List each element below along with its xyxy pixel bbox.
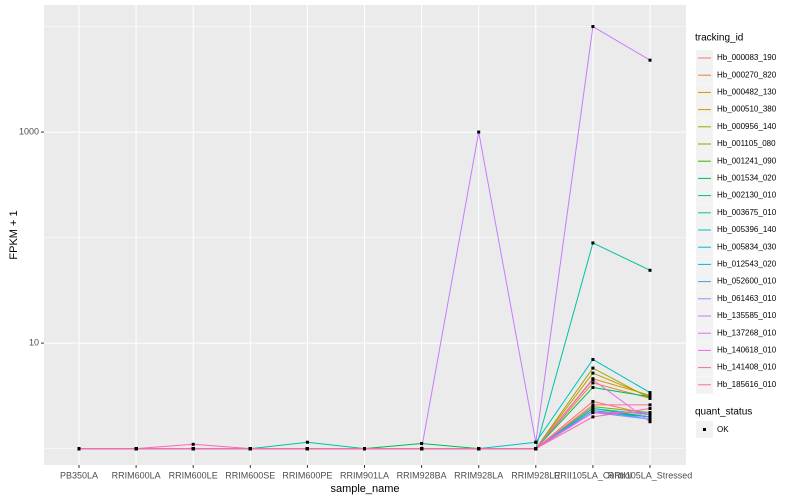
data-point — [305, 447, 309, 451]
data-point — [591, 381, 595, 385]
x-tick-label: RRII105LA_Control — [554, 470, 632, 480]
data-point — [648, 420, 652, 424]
y-axis-title: FPKM + 1 — [8, 210, 20, 259]
x-tick-label: RRIM600SE — [225, 470, 275, 480]
data-point — [591, 405, 595, 409]
data-point — [591, 378, 595, 382]
legend-label: Hb_000482_130 — [717, 88, 777, 97]
data-point — [591, 408, 595, 412]
legend-point — [703, 428, 706, 431]
data-point — [191, 447, 195, 451]
legend-label: Hb_001534_020 — [717, 174, 777, 183]
legend-label: Hb_061463_010 — [717, 294, 777, 303]
data-point — [248, 447, 252, 451]
legend-label: Hb_140618_010 — [717, 346, 777, 355]
data-point — [191, 442, 195, 446]
data-point — [591, 399, 595, 403]
data-point — [591, 366, 595, 370]
legend-title: tracking_id — [695, 33, 743, 44]
data-point — [648, 268, 652, 272]
y-tick-label: 10 — [29, 338, 39, 348]
data-point — [591, 371, 595, 375]
point-legend-title: quant_status — [695, 407, 752, 418]
x-tick-label: RRIM928BA — [397, 470, 447, 480]
x-tick-label: RRIM928LE — [511, 470, 560, 480]
data-point — [648, 417, 652, 421]
x-tick-label: RRIM600LE — [169, 470, 218, 480]
data-point — [77, 447, 81, 451]
data-point — [305, 440, 309, 444]
legend-label: Hb_185616_010 — [717, 380, 777, 389]
y-tick-label: 1000 — [19, 126, 39, 136]
legend-label: Hb_000956_140 — [717, 122, 777, 131]
data-point — [648, 413, 652, 417]
data-point — [420, 441, 424, 445]
legend-key — [696, 239, 713, 257]
data-point — [420, 447, 424, 451]
data-point — [591, 415, 595, 419]
legend-label: Hb_000510_380 — [717, 105, 777, 114]
data-point — [648, 403, 652, 407]
data-point — [477, 130, 481, 134]
data-point — [648, 391, 652, 395]
data-point — [534, 440, 538, 444]
legend-label: Hb_005396_140 — [717, 225, 777, 234]
data-point — [648, 395, 652, 399]
legend-label: Hb_001241_090 — [717, 156, 777, 165]
legend-label: Hb_000270_820 — [717, 70, 777, 79]
data-point — [648, 415, 652, 419]
data-point — [591, 403, 595, 407]
legend-label: Hb_137268_010 — [717, 328, 777, 337]
data-point — [591, 241, 595, 245]
legend-label: Hb_001105_080 — [717, 139, 776, 148]
data-point — [477, 447, 481, 451]
data-point — [591, 411, 595, 415]
x-tick-label: PB350LA — [60, 470, 98, 480]
legend-label: Hb_000083_190 — [717, 53, 777, 62]
legend-label: Hb_003675_010 — [717, 208, 777, 217]
x-tick-label: RRIM928LA — [454, 470, 503, 480]
data-point — [534, 447, 538, 451]
legend-label: Hb_141408_010 — [717, 363, 777, 372]
data-point — [134, 447, 138, 451]
data-point — [363, 447, 366, 451]
point-legend-label: OK — [717, 425, 729, 434]
x-tick-label: RRII105LA_Stressed — [608, 470, 693, 480]
x-tick-label: RRIM901LA — [340, 470, 389, 480]
data-point — [591, 385, 595, 389]
data-point — [591, 357, 595, 361]
legend-label: Hb_135585_010 — [717, 311, 777, 320]
legend-label: Hb_052600_010 — [717, 277, 777, 286]
data-point — [591, 407, 595, 411]
data-point — [648, 407, 652, 411]
x-axis-title: sample_name — [330, 483, 399, 495]
data-point — [591, 25, 595, 29]
data-point — [648, 411, 652, 415]
x-tick-label: RRIM600LA — [112, 470, 161, 480]
legend-label: Hb_012543_020 — [717, 260, 777, 269]
legend-label: Hb_002130_010 — [717, 191, 777, 200]
data-point — [648, 396, 652, 400]
legend-label: Hb_005834_030 — [717, 242, 777, 251]
data-point — [648, 58, 652, 62]
x-tick-label: RRIM600PE — [282, 470, 332, 480]
